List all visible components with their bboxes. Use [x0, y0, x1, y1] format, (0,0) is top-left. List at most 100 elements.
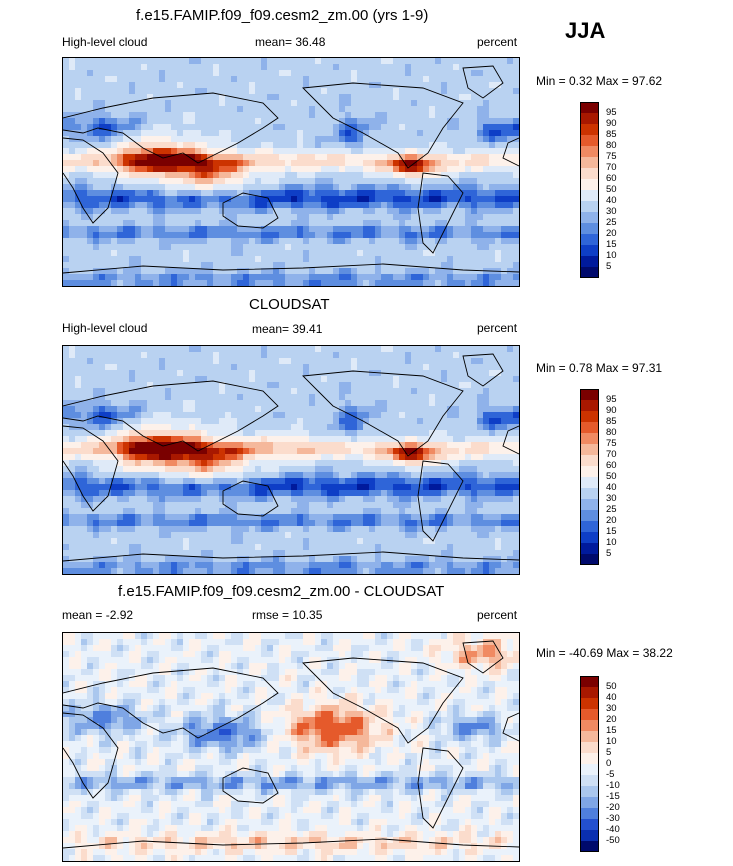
season-label: JJA	[565, 18, 606, 43]
colorbar-tick-label: 5	[606, 548, 612, 559]
colorbar-tick-label: 70	[606, 162, 617, 173]
colorbar-tick-label: 85	[606, 416, 617, 427]
colorbar-swatch	[580, 830, 599, 841]
panel-3-minmax: Min = -40.69 Max = 38.22	[536, 646, 673, 660]
colorbar-tick-label: 15	[606, 239, 617, 250]
colorbar-swatch	[580, 731, 599, 742]
colorbar-swatch	[580, 223, 599, 234]
colorbar-swatch	[580, 124, 599, 135]
panel-3-rmse-label: rmse = 10.35	[252, 608, 323, 622]
colorbar-tick-label: 20	[606, 714, 617, 725]
colorbar-tick-label: 60	[606, 173, 617, 184]
panel-3-map	[62, 632, 520, 862]
colorbar-swatch	[580, 687, 599, 698]
colorbar-swatch	[580, 168, 599, 179]
colorbar-tick-label: 95	[606, 394, 617, 405]
colorbar-tick-label: 25	[606, 504, 617, 515]
colorbar-swatch	[580, 488, 599, 499]
colorbar-swatch	[580, 841, 599, 852]
colorbar-swatch	[580, 146, 599, 157]
colorbar-swatch	[580, 179, 599, 190]
panel-3-title: f.e15.FAMIP.f09_f09.cesm2_zm.00 - CLOUDS…	[118, 583, 445, 600]
colorbar-tick-label: -15	[606, 791, 620, 802]
colorbar-swatch	[580, 466, 599, 477]
colorbar-swatch	[580, 433, 599, 444]
panel-2-colorbar: 95 90 85 80 75 70 60 50 40 30 25 20 15 10 5	[580, 389, 640, 570]
colorbar-swatch	[580, 234, 599, 245]
colorbar-tick-label: 10	[606, 736, 617, 747]
colorbar-swatch	[580, 400, 599, 411]
colorbar-tick-label: 60	[606, 460, 617, 471]
colorbar-tick-label: 10	[606, 250, 617, 261]
panel-3-units-label: percent	[477, 608, 518, 622]
colorbar-tick-label: 40	[606, 195, 617, 206]
colorbar-swatch	[580, 422, 599, 433]
colorbar-swatch	[580, 775, 599, 786]
colorbar-swatch	[580, 267, 599, 278]
colorbar-tick-label: 25	[606, 217, 617, 228]
panel-2-variable-label: High-level cloud	[62, 321, 148, 335]
colorbar-swatch	[580, 753, 599, 764]
colorbar-tick-label: 50	[606, 471, 617, 482]
panel-2-map	[62, 345, 520, 575]
panel-3-mean-label: mean = -2.92	[62, 608, 134, 622]
colorbar-tick-label: -40	[606, 824, 620, 835]
colorbar-swatch	[580, 521, 599, 532]
colorbar-swatch	[580, 113, 599, 124]
colorbar-tick-label: -30	[606, 813, 620, 824]
colorbar-swatch	[580, 510, 599, 521]
panel-1-map	[62, 57, 520, 287]
colorbar-tick-label: 80	[606, 140, 617, 151]
colorbar-tick-label: 20	[606, 228, 617, 239]
colorbar-tick-label: 5	[606, 747, 612, 758]
colorbar-tick-label: 0	[606, 758, 612, 769]
colorbar-tick-label: 5	[606, 261, 612, 272]
colorbar-swatch	[580, 742, 599, 753]
panel-1-units-label: percent	[477, 35, 518, 49]
panel-2-units-label: percent	[477, 321, 518, 335]
colorbar-tick-label: -5	[606, 769, 615, 780]
panel-3-field	[63, 633, 519, 861]
colorbar-swatch	[580, 709, 599, 720]
colorbar-swatch	[580, 698, 599, 709]
panel-2-field	[63, 346, 519, 574]
colorbar-tick-label: 75	[606, 438, 617, 449]
colorbar-swatch	[580, 190, 599, 201]
colorbar-swatch	[580, 256, 599, 267]
colorbar-tick-label: -10	[606, 780, 620, 791]
panel-1-colorbar: 95 90 85 80 75 70 60 50 40 30 25 20 15 10 5	[580, 102, 640, 283]
colorbar-swatch	[580, 819, 599, 830]
colorbar-swatch	[580, 477, 599, 488]
panel-2-minmax: Min = 0.78 Max = 97.31	[536, 361, 663, 375]
colorbar-tick-label: 85	[606, 129, 617, 140]
colorbar-swatch	[580, 102, 599, 113]
colorbar-swatch	[580, 543, 599, 554]
colorbar-tick-label: 95	[606, 107, 617, 118]
colorbar-tick-label: 70	[606, 449, 617, 460]
colorbar-swatch	[580, 135, 599, 146]
colorbar-swatch	[580, 157, 599, 168]
colorbar-swatch	[580, 455, 599, 466]
colorbar-tick-label: 30	[606, 206, 617, 217]
panel-1-minmax: Min = 0.32 Max = 97.62	[536, 74, 663, 88]
colorbar-tick-label: 50	[606, 184, 617, 195]
colorbar-swatch	[580, 245, 599, 256]
colorbar-tick-label: -20	[606, 802, 620, 813]
colorbar-tick-label: 10	[606, 537, 617, 548]
colorbar-swatch	[580, 676, 599, 687]
colorbar-swatch	[580, 389, 599, 400]
colorbar-tick-label: 30	[606, 703, 617, 714]
colorbar-tick-label: 20	[606, 515, 617, 526]
colorbar-swatch	[580, 201, 599, 212]
panel-2-title: CLOUDSAT	[249, 296, 330, 313]
colorbar-swatch	[580, 411, 599, 422]
colorbar-swatch	[580, 797, 599, 808]
panel-1-variable-label: High-level cloud	[62, 35, 148, 49]
colorbar-tick-label: 40	[606, 482, 617, 493]
colorbar-tick-label: 15	[606, 526, 617, 537]
colorbar-tick-label: -50	[606, 835, 620, 846]
colorbar-tick-label: 90	[606, 405, 617, 416]
colorbar-tick-label: 90	[606, 118, 617, 129]
colorbar-tick-label: 75	[606, 151, 617, 162]
colorbar-swatch	[580, 720, 599, 731]
